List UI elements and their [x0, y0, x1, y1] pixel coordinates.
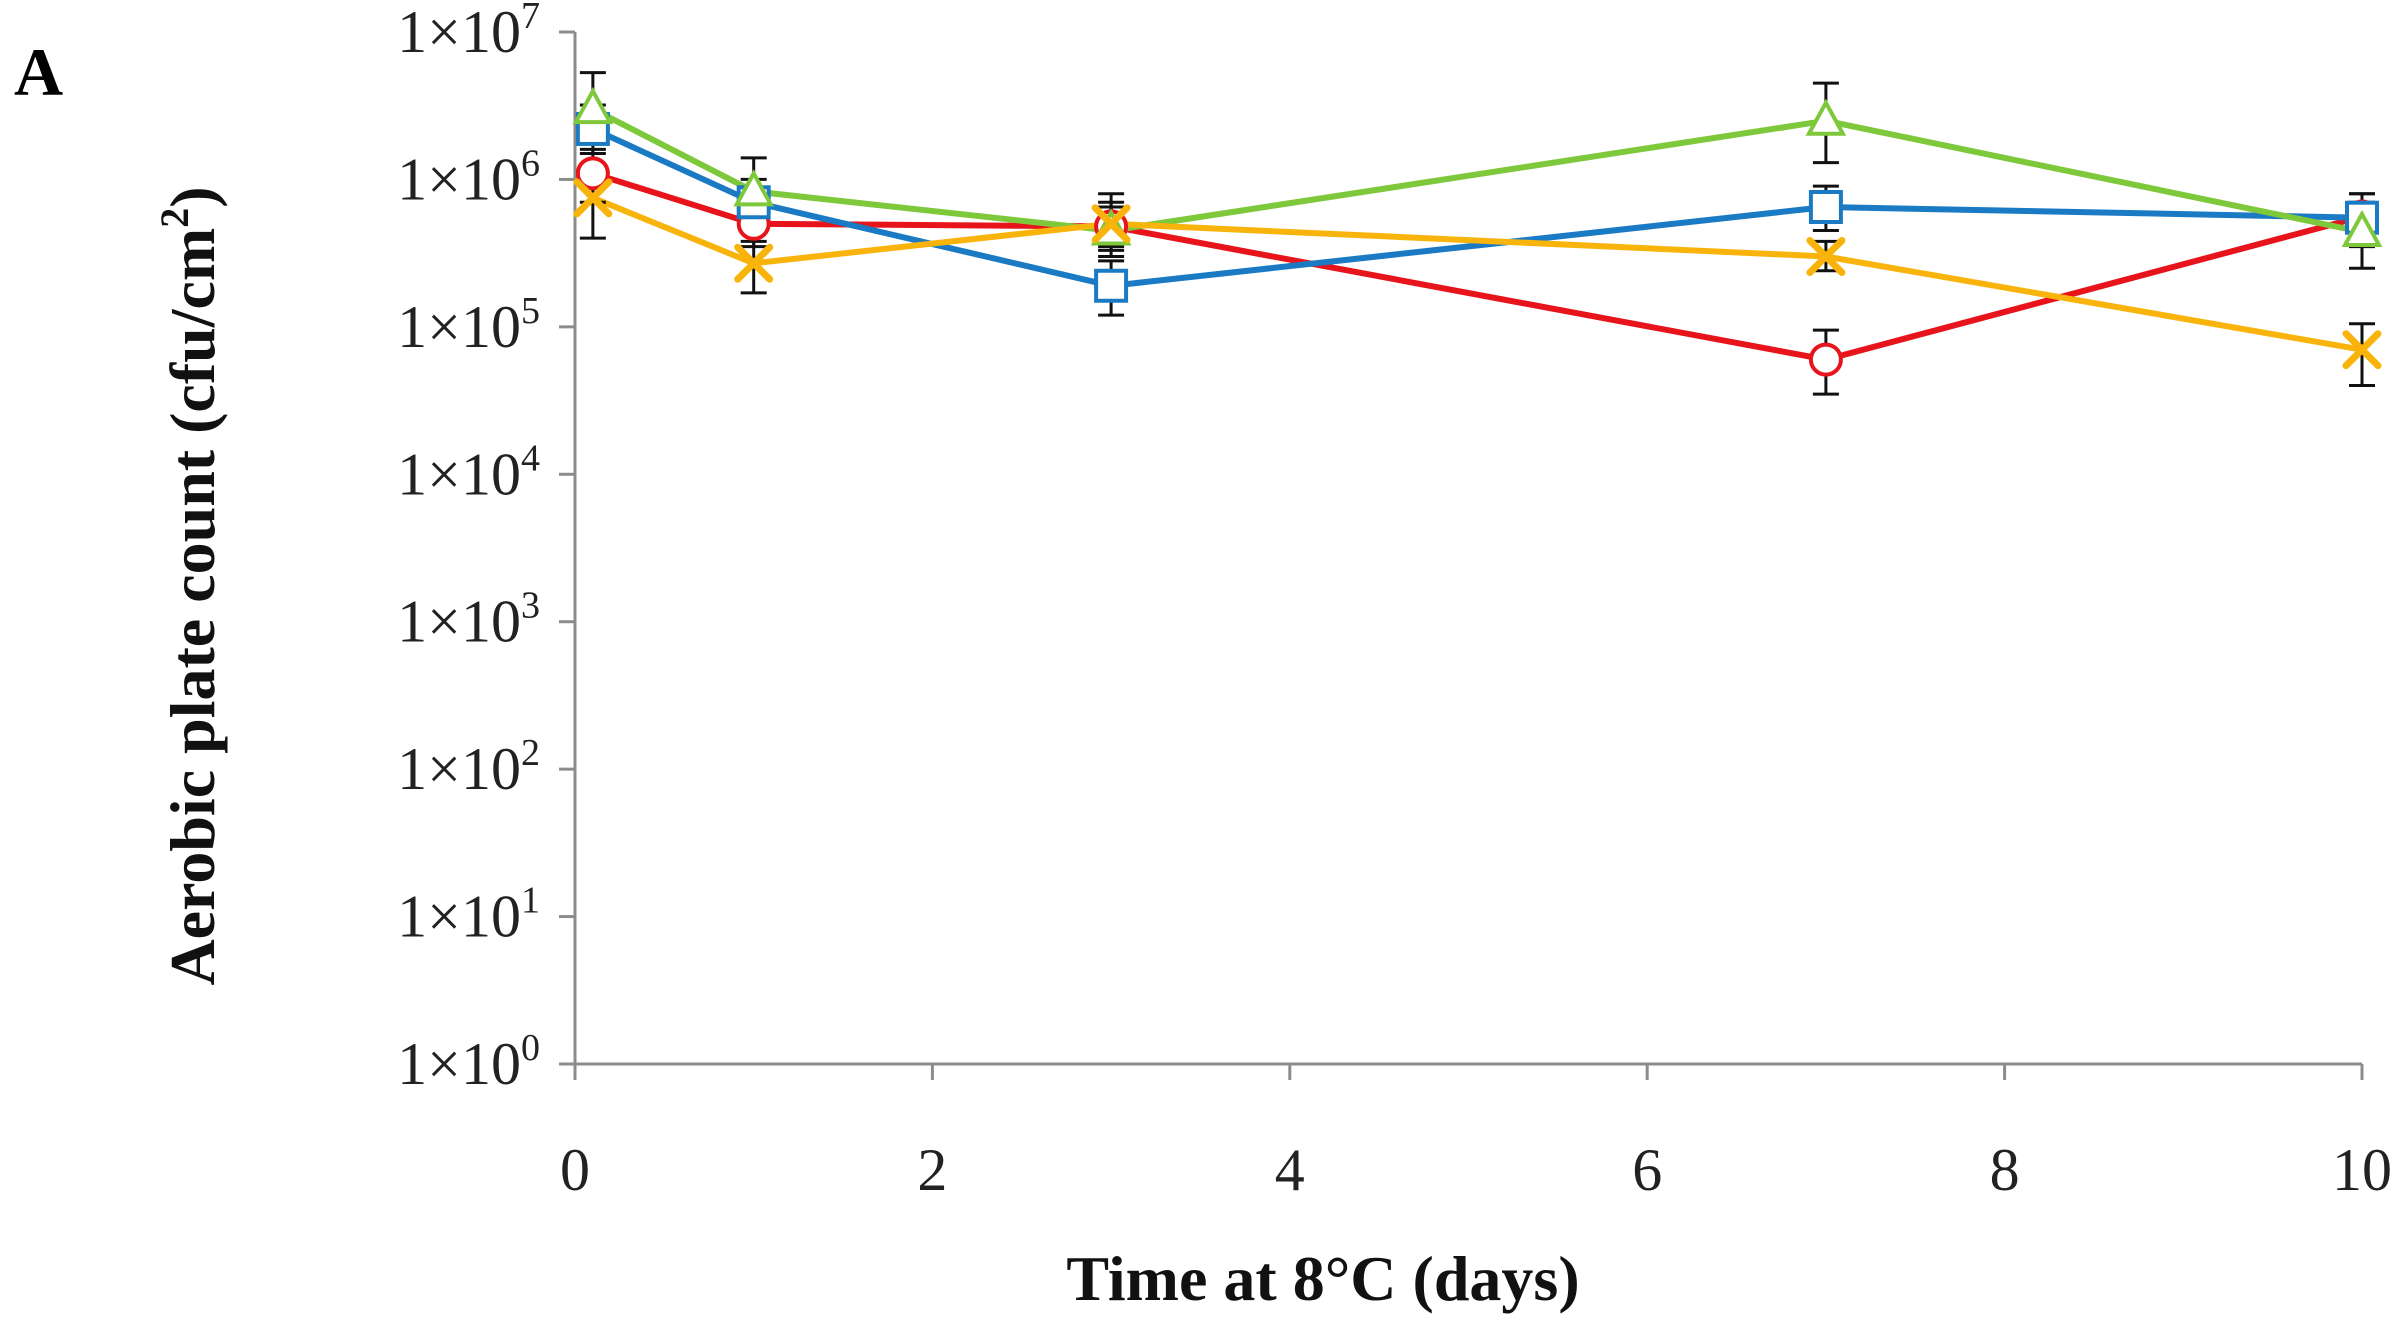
- y-tick-label-base: 1×10: [397, 0, 521, 65]
- y-tick-label: 1×105: [397, 290, 540, 360]
- x-tick-label: 10: [2332, 1137, 2392, 1203]
- y-tick-label-base: 1×10: [397, 884, 521, 950]
- y-tick-label: 1×101: [397, 880, 540, 950]
- y-tick-label-base: 1×10: [397, 441, 521, 507]
- y-tick-label-exponent: 3: [521, 585, 540, 627]
- green-triangle-point: [572, 86, 614, 125]
- y-axis-title-suffix: ): [157, 186, 228, 207]
- red-circle-point: [575, 156, 610, 191]
- y-tick-label-base: 1×10: [397, 1031, 521, 1097]
- blue-square-point: [1094, 268, 1129, 303]
- y-tick-label-exponent: 4: [521, 437, 540, 479]
- yellow-x-point: [1806, 237, 1846, 277]
- blue-square-line: [591, 126, 2363, 289]
- x-tick-label: 8: [1990, 1137, 2020, 1203]
- green-triangle-point: [1805, 98, 1847, 136]
- yellow-x-point: [734, 243, 774, 283]
- y-tick-label-base: 1×10: [397, 146, 521, 212]
- y-axis-title-main: Aerobic plate count (cfu/cm: [157, 228, 228, 986]
- x-tick-label: 4: [1275, 1137, 1305, 1203]
- y-tick-label: 1×103: [397, 585, 540, 655]
- series-markers: [572, 86, 2383, 377]
- blue-square-point: [1808, 190, 1843, 225]
- red-circle-point: [1808, 342, 1843, 377]
- series-layer: [572, 71, 2383, 396]
- x-tick-label: 0: [560, 1137, 590, 1203]
- y-tick-label: 1×104: [397, 437, 540, 507]
- error-bars: [579, 71, 2375, 396]
- y-tick-label-exponent: 0: [521, 1027, 540, 1069]
- y-tick-label: 1×102: [397, 732, 540, 802]
- y-tick-label-base: 1×10: [397, 736, 521, 802]
- x-axis-title: Time at 8°C (days): [1066, 1243, 1579, 1314]
- y-tick-label-exponent: 7: [521, 0, 540, 37]
- y-tick-label-exponent: 2: [521, 732, 540, 774]
- x-tick-label: 6: [1632, 1137, 1662, 1203]
- yellow-x-point: [573, 178, 613, 218]
- y-tick-label-base: 1×10: [397, 589, 521, 655]
- yellow-x-point: [2342, 330, 2382, 370]
- panel-label: A: [14, 34, 63, 110]
- axes: [573, 32, 2362, 1066]
- y-tick-label-exponent: 1: [521, 880, 540, 922]
- green-triangle-point: [2341, 209, 2383, 247]
- y-tick-label: 1×106: [397, 142, 540, 212]
- y-axis-title: Aerobic plate count (cfu/cm2): [152, 186, 228, 985]
- series-lines: [591, 106, 2363, 363]
- yellow-x-point: [1091, 204, 1131, 244]
- y-tick-label-base: 1×10: [397, 294, 521, 360]
- y-tick-label-exponent: 5: [521, 290, 540, 332]
- x-tick-label: 2: [917, 1137, 947, 1203]
- green-triangle-point: [733, 169, 775, 207]
- y-axis-title-sup: 2: [152, 208, 197, 228]
- y-tick-label: 1×107: [397, 0, 540, 65]
- yellow-x-line: [591, 195, 2363, 353]
- x-axis-ticks: 0 2 4 6 8 10: [560, 1064, 2392, 1203]
- y-tick-label: 1×100: [397, 1027, 540, 1097]
- y-tick-label-exponent: 6: [521, 142, 540, 184]
